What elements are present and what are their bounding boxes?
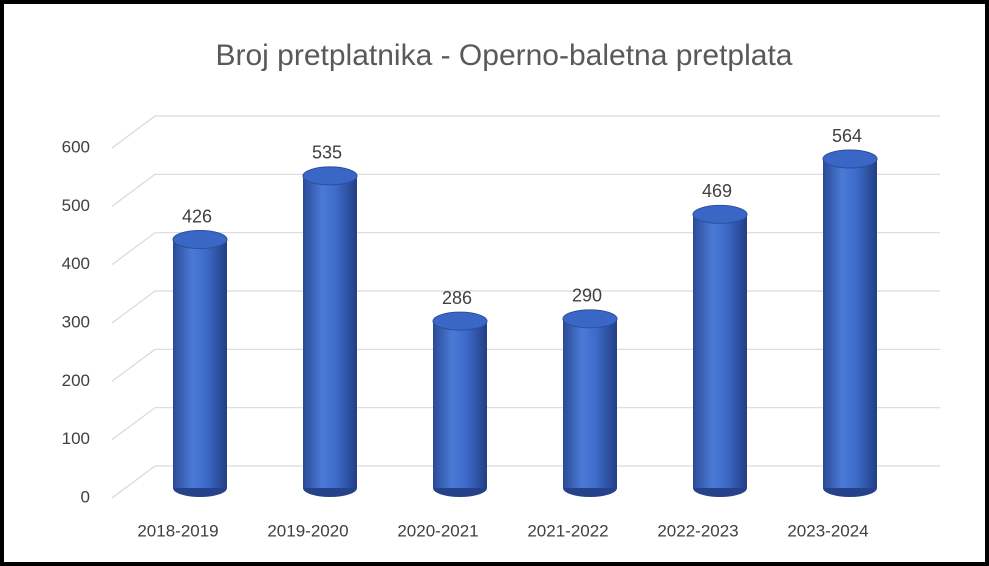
bar bbox=[433, 321, 487, 488]
bar-top bbox=[172, 230, 228, 249]
cylinder bbox=[562, 309, 618, 497]
data-label: 564 bbox=[832, 126, 862, 146]
data-label: 426 bbox=[182, 206, 212, 226]
data-label: 286 bbox=[442, 288, 472, 308]
grid-line bbox=[111, 173, 940, 207]
grid-line bbox=[111, 465, 940, 499]
bar bbox=[823, 159, 877, 488]
bar-top bbox=[302, 166, 358, 186]
cylinder bbox=[692, 204, 748, 497]
cylinder bbox=[822, 149, 878, 497]
bar-top bbox=[822, 149, 878, 169]
x-tick-label: 2023-2024 bbox=[787, 521, 868, 540]
x-tick-label: 2020-2021 bbox=[397, 521, 478, 540]
y-tick-label: 400 bbox=[62, 254, 90, 273]
bar bbox=[173, 239, 227, 488]
x-tick-label: 2021-2022 bbox=[527, 521, 608, 540]
y-tick-label: 100 bbox=[62, 429, 90, 448]
bar bbox=[693, 214, 747, 488]
cylinder bbox=[432, 311, 488, 497]
bar-top bbox=[562, 309, 618, 329]
chart-title: Broj pretplatnika - Operno-baletna pretp… bbox=[215, 39, 792, 72]
cylinder bbox=[302, 166, 358, 497]
grid-line bbox=[111, 290, 940, 324]
y-tick-label: 0 bbox=[81, 487, 90, 506]
grid-line bbox=[111, 115, 940, 149]
bar bbox=[563, 318, 617, 488]
x-tick-label: 2018-2019 bbox=[137, 521, 218, 540]
y-tick-label: 200 bbox=[62, 371, 90, 390]
cylinder bbox=[172, 230, 228, 497]
bar-top bbox=[432, 311, 488, 331]
x-tick-label: 2022-2023 bbox=[657, 521, 738, 540]
y-tick-label: 300 bbox=[62, 312, 90, 331]
bar bbox=[303, 175, 357, 488]
y-tick-label: 500 bbox=[62, 196, 90, 215]
bar-top bbox=[692, 204, 748, 224]
grid-line bbox=[111, 348, 940, 382]
x-tick-label: 2019-2020 bbox=[267, 521, 348, 540]
data-label: 469 bbox=[702, 181, 732, 201]
y-tick-label: 600 bbox=[62, 137, 90, 156]
grid-line bbox=[111, 232, 940, 266]
data-label: 535 bbox=[312, 143, 342, 163]
data-label: 290 bbox=[572, 286, 602, 306]
grid-line bbox=[111, 407, 940, 441]
